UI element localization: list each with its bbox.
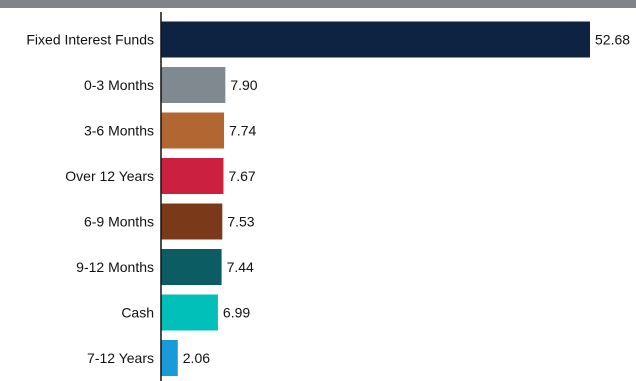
bar-6 [161,294,218,331]
category-label-0: Fixed Interest Funds [26,32,154,48]
bar-5 [161,249,222,285]
value-label-0: 52.68 [595,32,630,48]
category-label-4: 6-9 Months [84,214,154,230]
bar-1 [161,67,226,103]
bar-4 [161,203,223,240]
value-label-2: 7.74 [229,123,256,139]
category-labels: Fixed Interest Funds 0-3 Months 3-6 Months… [26,32,154,367]
category-label-1: 0-3 Months [84,77,154,93]
category-label-7: 7-12 Years [87,350,154,366]
bar-7 [161,340,178,376]
value-label-4: 7.53 [227,214,254,230]
category-label-2: 3-6 Months [84,123,154,139]
category-label-3: Over 12 Years [65,168,154,184]
bar-2 [161,112,225,149]
value-label-5: 7.44 [227,259,254,275]
value-label-1: 7.90 [230,77,257,93]
category-label-5: 9-12 Months [76,259,154,275]
value-label-7: 2.06 [183,350,210,366]
bar-3 [161,158,224,194]
bars-group [161,21,590,376]
value-label-3: 7.67 [228,168,255,184]
value-label-6: 6.99 [223,305,250,321]
value-labels: 52.68 7.90 7.74 7.67 7.53 7.44 6.99 2.06 [183,32,630,367]
category-label-6: Cash [121,305,154,321]
bar-0 [161,21,590,58]
top-band [0,0,636,8]
